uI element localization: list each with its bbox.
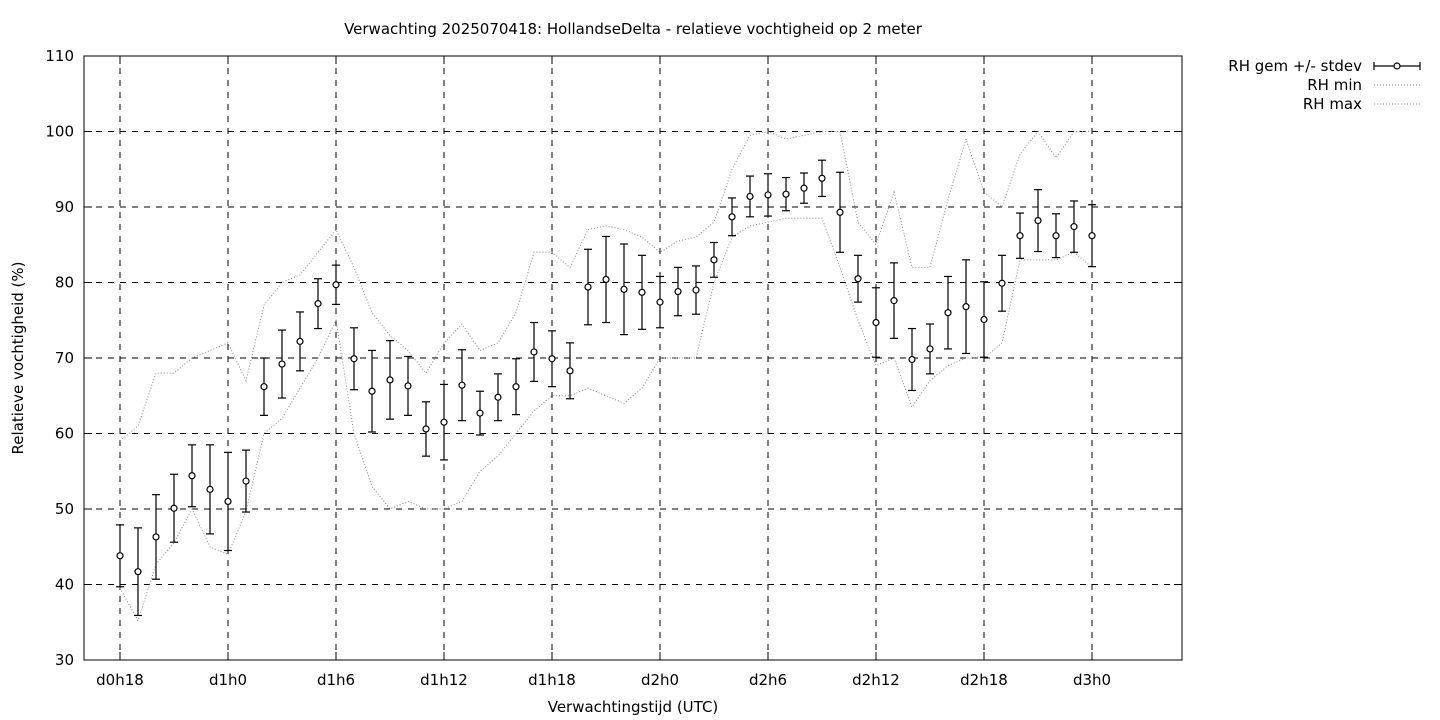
error-bar-point: [440, 383, 448, 461]
error-bar-point: [476, 390, 484, 436]
error-bar-point: [278, 329, 286, 399]
error-bar-point: [782, 176, 790, 212]
y-tick-label: 30: [55, 651, 74, 669]
error-bar-point: [818, 159, 826, 198]
error-bar-point: [1016, 212, 1024, 259]
error-bar-point: [1070, 200, 1078, 253]
error-bar-point: [692, 265, 700, 315]
error-bar-point: [980, 281, 988, 358]
grid: [84, 56, 1182, 660]
error-bar-point: [584, 248, 592, 326]
axes: 30 40 50 60 70 80 90 100 110 d0h18 d1h0 d1h6 d1h12 d1…: [45, 47, 1183, 689]
error-bar-point: [674, 266, 682, 317]
error-bar-point: [710, 241, 718, 278]
x-tick-label: d2h6: [749, 671, 787, 689]
legend-label: RH max: [1303, 95, 1362, 113]
y-tick-label: 60: [55, 425, 74, 443]
y-tick-label: 90: [55, 198, 74, 216]
y-tick-label: 50: [55, 500, 74, 518]
error-bar-point: [404, 355, 412, 416]
error-bar-point: [764, 173, 772, 217]
plot-frame: [83, 55, 1183, 661]
error-bar-point: [350, 327, 358, 391]
error-bar-point: [224, 451, 232, 552]
error-bar-point: [620, 243, 628, 336]
error-bar-point: [368, 349, 376, 433]
x-tick-label: d3h0: [1073, 671, 1111, 689]
error-bar-point: [890, 262, 898, 339]
x-tick-label: d0h18: [96, 671, 144, 689]
legend-label: RH gem +/- stdev: [1228, 57, 1362, 75]
error-bar-point: [1088, 204, 1096, 268]
y-tick-label: 70: [55, 349, 74, 367]
series-rh-max: [119, 130, 1092, 442]
y-tick-label: 40: [55, 576, 74, 594]
error-bar-point: [386, 340, 394, 420]
error-bar-point: [188, 444, 196, 508]
error-bar-point: [656, 275, 664, 329]
error-bar-point: [242, 449, 250, 513]
x-tick-label: d1h18: [528, 671, 576, 689]
error-bar-point: [170, 473, 178, 543]
error-bar-point: [296, 311, 304, 372]
x-tick-label: d1h6: [317, 671, 355, 689]
y-tick-label: 110: [45, 47, 74, 65]
y-axis-label: Relatieve vochtigheid (%): [9, 261, 27, 454]
error-bar-point: [548, 330, 556, 388]
error-bar-point: [1052, 213, 1060, 259]
error-bar-point: [332, 264, 340, 305]
error-bar-point: [998, 254, 1006, 312]
error-bar-point: [746, 175, 754, 218]
error-bar-point: [602, 235, 610, 324]
x-axis-label: Verwachtingstijd (UTC): [548, 698, 719, 716]
error-bar-point: [530, 321, 538, 383]
error-bar-point: [728, 197, 736, 237]
error-bar-point: [116, 524, 124, 588]
error-bar-point: [836, 171, 844, 253]
x-tick-label: d2h0: [641, 671, 679, 689]
legend-label: RH min: [1307, 76, 1362, 94]
chart-title: Verwachting 2025070418: HollandseDelta -…: [344, 20, 923, 38]
error-bar-point: [962, 259, 970, 355]
error-bar-point: [1034, 189, 1042, 253]
legend-swatch-marker: [1393, 62, 1401, 70]
error-bar-point: [638, 254, 646, 330]
x-tick-label: d1h12: [420, 671, 468, 689]
y-tick-label: 100: [45, 123, 74, 141]
rh-min-line: [119, 217, 1093, 622]
error-bar-point: [800, 172, 808, 204]
error-bar-point: [872, 287, 880, 358]
y-tick-label: 80: [55, 274, 74, 292]
x-tick-label: d1h0: [209, 671, 247, 689]
series-rh-mean: [116, 159, 1096, 617]
error-bar-point: [134, 527, 142, 617]
error-bar-point: [944, 275, 952, 350]
error-bar-point: [260, 357, 268, 416]
series-rh-min: [119, 217, 1093, 622]
error-bar-point: [566, 342, 574, 400]
error-bar-point: [908, 327, 916, 392]
error-bar-point: [512, 358, 520, 416]
x-tick-label: d2h12: [852, 671, 900, 689]
x-tick-label: d2h18: [960, 671, 1008, 689]
error-bar-point: [494, 373, 502, 422]
error-bar-point: [206, 444, 214, 535]
error-bar-point: [926, 323, 934, 375]
error-bar-point: [854, 254, 862, 303]
error-bar-point: [458, 349, 466, 422]
rh-max-line: [119, 130, 1092, 442]
error-bar-point: [422, 401, 430, 457]
error-bar-point: [314, 278, 322, 330]
error-bar-point: [152, 494, 160, 580]
